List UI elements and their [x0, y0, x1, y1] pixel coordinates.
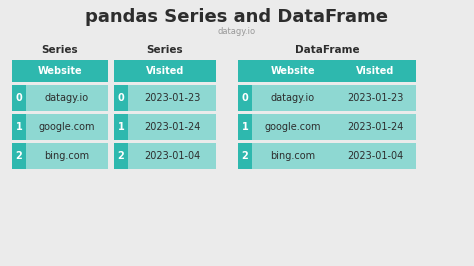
- Text: 0: 0: [242, 93, 248, 103]
- FancyBboxPatch shape: [334, 85, 416, 111]
- FancyBboxPatch shape: [252, 143, 334, 169]
- FancyBboxPatch shape: [238, 60, 252, 82]
- FancyBboxPatch shape: [334, 114, 416, 140]
- FancyBboxPatch shape: [26, 114, 108, 140]
- FancyBboxPatch shape: [252, 85, 334, 111]
- Text: Website: Website: [38, 66, 82, 76]
- FancyBboxPatch shape: [334, 143, 416, 169]
- Text: 2023-01-23: 2023-01-23: [347, 93, 403, 103]
- FancyBboxPatch shape: [114, 143, 128, 169]
- FancyBboxPatch shape: [12, 85, 26, 111]
- Text: Visited: Visited: [146, 66, 184, 76]
- Text: datagy.io: datagy.io: [271, 93, 315, 103]
- Text: google.com: google.com: [265, 122, 321, 132]
- FancyBboxPatch shape: [238, 114, 252, 140]
- FancyBboxPatch shape: [12, 114, 26, 140]
- FancyBboxPatch shape: [12, 143, 26, 169]
- Text: 0: 0: [16, 93, 22, 103]
- FancyBboxPatch shape: [252, 114, 334, 140]
- Text: Series: Series: [146, 45, 183, 55]
- Text: google.com: google.com: [39, 122, 95, 132]
- Text: datagy.io: datagy.io: [45, 93, 89, 103]
- FancyBboxPatch shape: [238, 85, 252, 111]
- Text: 2023-01-23: 2023-01-23: [144, 93, 200, 103]
- Text: 2: 2: [242, 151, 248, 161]
- FancyBboxPatch shape: [238, 143, 252, 169]
- Text: 2: 2: [118, 151, 124, 161]
- Text: 2023-01-24: 2023-01-24: [347, 122, 403, 132]
- FancyBboxPatch shape: [128, 143, 216, 169]
- FancyBboxPatch shape: [26, 143, 108, 169]
- Text: datagy.io: datagy.io: [218, 27, 256, 35]
- Text: 2: 2: [16, 151, 22, 161]
- Text: bing.com: bing.com: [271, 151, 316, 161]
- Text: bing.com: bing.com: [45, 151, 90, 161]
- FancyBboxPatch shape: [128, 85, 216, 111]
- FancyBboxPatch shape: [12, 60, 108, 82]
- Text: 1: 1: [118, 122, 124, 132]
- FancyBboxPatch shape: [128, 114, 216, 140]
- FancyBboxPatch shape: [114, 85, 128, 111]
- Text: 2023-01-04: 2023-01-04: [347, 151, 403, 161]
- Text: 2023-01-04: 2023-01-04: [144, 151, 200, 161]
- Text: DataFrame: DataFrame: [295, 45, 359, 55]
- FancyBboxPatch shape: [334, 60, 416, 82]
- FancyBboxPatch shape: [114, 60, 216, 82]
- Text: pandas Series and DataFrame: pandas Series and DataFrame: [85, 8, 389, 26]
- Text: 0: 0: [118, 93, 124, 103]
- Text: 1: 1: [242, 122, 248, 132]
- Text: Website: Website: [271, 66, 315, 76]
- FancyBboxPatch shape: [114, 114, 128, 140]
- Text: 2023-01-24: 2023-01-24: [144, 122, 200, 132]
- FancyBboxPatch shape: [252, 60, 334, 82]
- Text: 1: 1: [16, 122, 22, 132]
- Text: Series: Series: [42, 45, 78, 55]
- Text: Visited: Visited: [356, 66, 394, 76]
- FancyBboxPatch shape: [26, 85, 108, 111]
